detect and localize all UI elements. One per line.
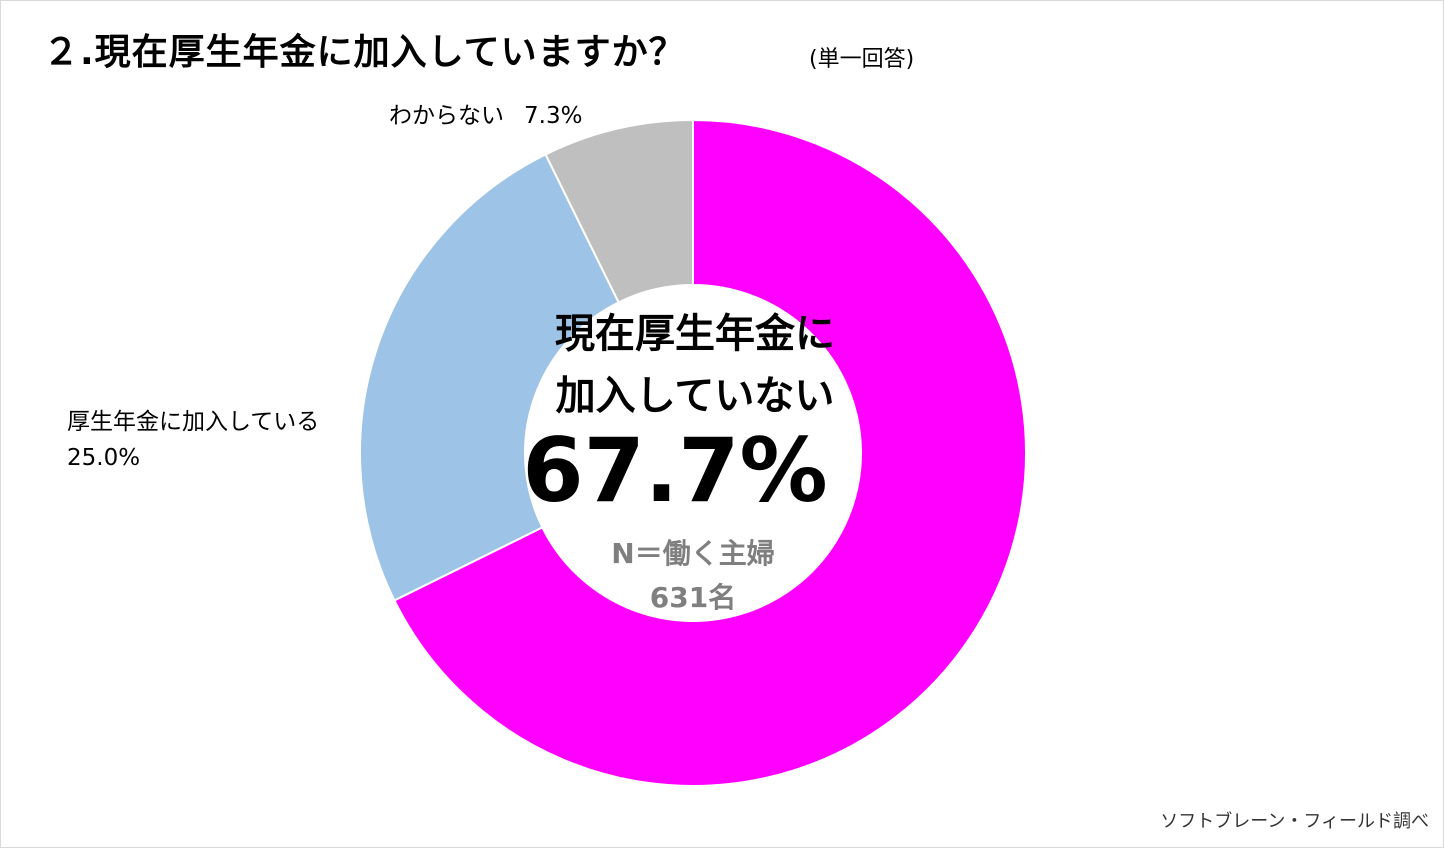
slice-not-enrolled [393,118,1027,787]
source-note: ソフトブレーン・フィールド調べ [1160,811,1429,832]
chart-title: ２.現在厚生年金に加入していますか？ [43,32,686,73]
center-value: 67.7% [522,419,827,522]
center-n-line1: N＝働く主婦 [611,537,774,570]
donut-slices [359,118,1027,787]
slice-label-dont-know-name: わからない [389,103,504,129]
center-n-line2: 631名 [650,581,736,614]
center-title-line1: 現在厚生年金に [555,311,835,357]
slice-enrolled [359,153,620,602]
slice-dont-know [544,118,694,304]
chart-subtitle: (単一回答) [809,47,915,72]
slice-label-enrolled-name: 厚生年金に加入している [67,409,319,435]
slice-label-dont-know: わからない 7.3% [389,103,582,129]
slice-label-dont-know-value: 7.3% [524,103,582,129]
slice-label-enrolled-value: 25.0% [67,445,140,471]
center-title-line2: 加入していない [556,373,835,419]
